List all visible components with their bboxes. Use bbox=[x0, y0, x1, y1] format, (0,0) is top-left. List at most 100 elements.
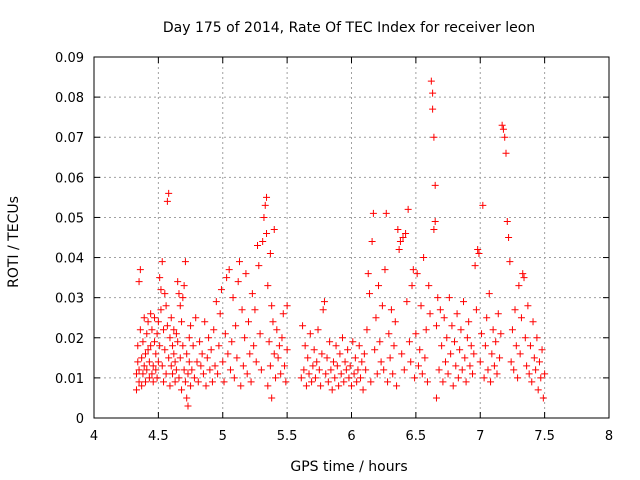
data-point bbox=[172, 366, 180, 374]
data-point bbox=[449, 382, 457, 390]
data-point bbox=[232, 322, 240, 330]
data-point bbox=[237, 382, 245, 390]
data-point bbox=[153, 374, 161, 382]
data-point bbox=[281, 362, 289, 370]
data-point bbox=[472, 306, 480, 314]
data-point bbox=[143, 330, 151, 338]
data-point bbox=[404, 205, 412, 213]
data-point bbox=[243, 370, 251, 378]
data-point bbox=[391, 318, 399, 326]
data-point bbox=[539, 394, 547, 402]
data-point bbox=[185, 334, 193, 342]
data-point bbox=[190, 374, 198, 382]
data-point bbox=[520, 274, 528, 282]
data-point bbox=[192, 314, 200, 322]
data-point bbox=[162, 302, 170, 310]
data-point bbox=[174, 338, 182, 346]
data-point bbox=[228, 338, 236, 346]
data-point bbox=[523, 362, 531, 370]
data-point bbox=[171, 358, 179, 366]
data-point bbox=[441, 358, 449, 366]
data-point bbox=[203, 354, 211, 362]
data-point bbox=[346, 362, 354, 370]
data-point bbox=[535, 358, 543, 366]
y-tick-label: 0.07 bbox=[55, 131, 84, 146]
data-point bbox=[211, 362, 219, 370]
data-point bbox=[178, 318, 186, 326]
data-point bbox=[471, 262, 479, 270]
data-point bbox=[354, 366, 362, 374]
data-point bbox=[297, 374, 305, 382]
data-point bbox=[444, 370, 452, 378]
data-point bbox=[353, 378, 361, 386]
data-point bbox=[135, 366, 143, 374]
data-point bbox=[434, 294, 442, 302]
data-point bbox=[403, 298, 411, 306]
data-point bbox=[235, 258, 243, 266]
data-point bbox=[475, 250, 483, 258]
data-point bbox=[394, 225, 402, 233]
data-point bbox=[274, 354, 282, 362]
data-point bbox=[151, 314, 159, 322]
data-point bbox=[206, 366, 214, 374]
data-point bbox=[501, 133, 509, 141]
data-point bbox=[300, 366, 308, 374]
data-point bbox=[175, 290, 183, 298]
x-tick-label: 5.5 bbox=[277, 429, 298, 444]
data-point bbox=[502, 149, 510, 157]
data-point bbox=[207, 346, 215, 354]
data-point bbox=[476, 358, 484, 366]
data-point bbox=[153, 330, 161, 338]
data-point bbox=[458, 366, 466, 374]
data-point bbox=[189, 342, 197, 350]
x-tick-label: 6.5 bbox=[406, 429, 427, 444]
data-point bbox=[331, 374, 339, 382]
data-point bbox=[360, 350, 368, 358]
data-point bbox=[519, 270, 527, 278]
data-point bbox=[512, 342, 520, 350]
data-point bbox=[382, 209, 390, 217]
data-point bbox=[304, 354, 312, 362]
data-point bbox=[229, 294, 237, 302]
data-point bbox=[254, 242, 262, 250]
data-point bbox=[445, 294, 453, 302]
ticks-layer: 4 4.5 5 5.5 6 6.5 7 7.5 8 0 0.01 0.02 0.03 0.04 0.05 0.… bbox=[55, 51, 613, 444]
data-point bbox=[221, 330, 229, 338]
data-point bbox=[431, 181, 439, 189]
data-point bbox=[132, 386, 140, 394]
data-point bbox=[507, 358, 515, 366]
data-point bbox=[516, 350, 524, 358]
data-point bbox=[368, 238, 376, 246]
data-point bbox=[134, 342, 142, 350]
x-tick-label: 6 bbox=[347, 429, 355, 444]
chart-title: Day 175 of 2014, Rate Of TEC Index for r… bbox=[163, 20, 535, 36]
data-point bbox=[273, 326, 281, 334]
data-point bbox=[385, 330, 393, 338]
data-point bbox=[148, 326, 156, 334]
data-point bbox=[167, 362, 175, 370]
data-point bbox=[134, 358, 142, 366]
data-point bbox=[515, 282, 523, 290]
data-point bbox=[432, 394, 440, 402]
y-tick-label: 0.04 bbox=[55, 252, 84, 267]
data-point bbox=[364, 270, 372, 278]
y-tick-label: 0.08 bbox=[55, 91, 84, 106]
data-point bbox=[268, 302, 276, 310]
data-point bbox=[180, 366, 188, 374]
data-point bbox=[493, 370, 501, 378]
data-point bbox=[154, 318, 162, 326]
data-point bbox=[466, 362, 474, 370]
data-point bbox=[162, 370, 170, 378]
data-point bbox=[283, 302, 291, 310]
data-point bbox=[264, 282, 272, 290]
data-point bbox=[417, 302, 425, 310]
data-point bbox=[202, 382, 210, 390]
data-point bbox=[335, 382, 343, 390]
data-point bbox=[431, 217, 439, 225]
data-point bbox=[149, 362, 157, 370]
data-point bbox=[487, 378, 495, 386]
data-point bbox=[272, 374, 280, 382]
data-point bbox=[328, 386, 336, 394]
data-point bbox=[169, 342, 177, 350]
data-point bbox=[282, 378, 290, 386]
